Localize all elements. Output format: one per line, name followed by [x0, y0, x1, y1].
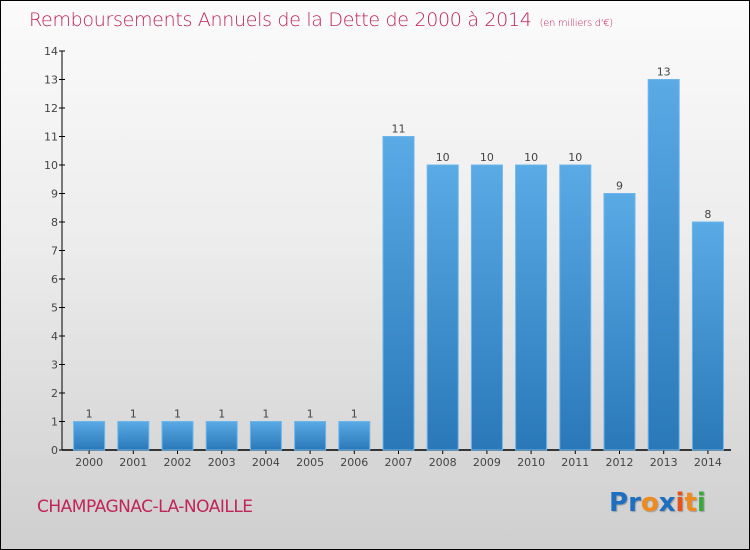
x-axis: 2000 2001 2002 2003 2004 2005 2006 2007 2008 2009… — [62, 449, 731, 469]
y-tick-label: 4 — [51, 330, 58, 343]
x-tick-label: 2005 — [296, 456, 324, 469]
bar-2012 — [603, 193, 636, 451]
bar-value-label: 1 — [351, 408, 358, 421]
bar-2001 — [117, 421, 150, 451]
bar-value-label: 10 — [568, 151, 582, 164]
chart-title-text: Remboursements Annuels de la Dette de 20… — [29, 9, 532, 31]
x-tick-label: 2013 — [650, 456, 678, 469]
x-tick-label: 2002 — [164, 456, 192, 469]
bar-value-label: 1 — [218, 408, 225, 421]
bar-value-label: 10 — [480, 151, 494, 164]
bar-2007 — [382, 136, 415, 451]
bar-value-label: 10 — [524, 151, 538, 164]
x-tick-label: 2003 — [208, 456, 236, 469]
bar-2014 — [691, 221, 724, 451]
bar-value-label: 9 — [616, 180, 623, 193]
logo-letter: i — [675, 488, 685, 518]
x-tick-label: 2000 — [75, 456, 103, 469]
logo-letter: t — [684, 488, 697, 518]
x-tick-label: 2004 — [252, 456, 280, 469]
logo-letter: P — [609, 488, 629, 518]
bar-2002 — [161, 421, 194, 451]
bar-2009 — [470, 164, 503, 451]
x-tick-label: 2012 — [606, 456, 634, 469]
logo-letter: r — [628, 488, 641, 518]
x-tick-label: 2007 — [385, 456, 413, 469]
logo-letter: o — [640, 488, 659, 518]
bar-value-label: 1 — [174, 408, 181, 421]
x-tick-label: 2011 — [561, 456, 589, 469]
chart-unit: (en milliers d'€) — [539, 18, 614, 29]
x-tick-label: 2010 — [517, 456, 545, 469]
bar-value-label: 10 — [436, 151, 450, 164]
y-tick-label: 6 — [51, 273, 58, 286]
bar-2000 — [73, 421, 106, 451]
bar-2013 — [647, 79, 680, 451]
y-tick-label: 12 — [44, 102, 58, 115]
y-tick-label: 14 — [44, 45, 58, 58]
bar-value-label: 13 — [657, 66, 671, 79]
y-tick-label: 0 — [51, 444, 58, 457]
bar-value-label: 8 — [704, 208, 711, 221]
y-tick-label: 10 — [44, 159, 58, 172]
bar-2003 — [205, 421, 238, 451]
bar-2008 — [426, 164, 459, 451]
x-tick-label: 2014 — [694, 456, 722, 469]
bar-value-label: 1 — [262, 408, 269, 421]
bar-2005 — [294, 421, 327, 451]
x-tick-label: 2008 — [429, 456, 457, 469]
y-tick-label: 5 — [51, 302, 58, 315]
bar-2006 — [338, 421, 371, 451]
bar-2004 — [249, 421, 282, 451]
logo-letter: x — [658, 488, 676, 518]
logo-letter: i — [696, 488, 706, 518]
y-tick-label: 8 — [51, 216, 58, 229]
bar-2011 — [559, 164, 592, 451]
bar-value-label: 1 — [307, 408, 314, 421]
bar-2010 — [515, 164, 548, 451]
proxiti-logo[interactable]: Proxiti — [609, 488, 706, 518]
y-tick-label: 11 — [44, 131, 58, 144]
bar-value-label: 1 — [86, 408, 93, 421]
y-tick-label: 9 — [51, 188, 58, 201]
y-tick-label: 2 — [51, 387, 58, 400]
y-tick-label: 7 — [51, 245, 58, 258]
chart-title: Remboursements Annuels de la Dette de 20… — [29, 9, 613, 31]
y-tick-label: 3 — [51, 359, 58, 372]
commune-name: CHAMPAGNAC-LA-NOAILLE — [37, 497, 253, 517]
x-tick-label: 2001 — [119, 456, 147, 469]
x-tick-label: 2006 — [340, 456, 368, 469]
bar-value-label: 11 — [392, 123, 406, 136]
bar-value-label: 1 — [130, 408, 137, 421]
y-tick-label: 1 — [51, 416, 58, 429]
y-tick-label: 13 — [44, 74, 58, 87]
x-tick-label: 2009 — [473, 456, 501, 469]
